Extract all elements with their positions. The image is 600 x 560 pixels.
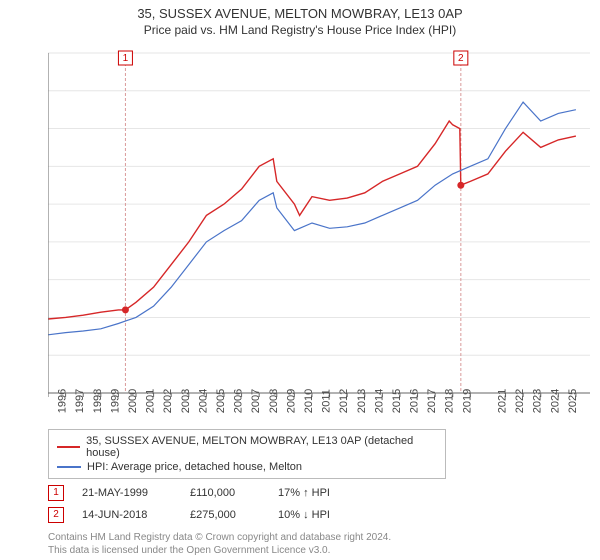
xtick-label: 2023 — [532, 389, 544, 413]
xtick-label: 2022 — [514, 389, 526, 413]
event-row: 2 14-JUN-2018 £275,000 10% ↓ HPI — [48, 501, 600, 523]
xtick-label: 2002 — [162, 389, 174, 413]
xtick-label: 2007 — [250, 389, 262, 413]
footer-line-2: This data is licensed under the Open Gov… — [48, 544, 600, 557]
xtick-label: 2025 — [567, 389, 579, 413]
event-date: 14-JUN-2018 — [82, 509, 172, 521]
xtick-label: 2001 — [145, 389, 157, 413]
xtick-label: 2017 — [426, 389, 438, 413]
xtick-label: 2024 — [549, 389, 561, 413]
xtick-label: 2004 — [197, 389, 209, 413]
event-row: 1 21-MAY-1999 £110,000 17% ↑ HPI — [48, 479, 600, 501]
xtick-label: 2009 — [285, 389, 297, 413]
footer-text: Contains HM Land Registry data © Crown c… — [48, 531, 600, 557]
xtick-label: 1999 — [109, 389, 121, 413]
legend-label: 35, SUSSEX AVENUE, MELTON MOWBRAY, LE13 … — [86, 435, 437, 459]
chart-title: 35, SUSSEX AVENUE, MELTON MOWBRAY, LE13 … — [0, 0, 600, 23]
footer-line-1: Contains HM Land Registry data © Crown c… — [48, 531, 600, 544]
chart-container: 35, SUSSEX AVENUE, MELTON MOWBRAY, LE13 … — [0, 0, 600, 560]
events-block: 1 21-MAY-1999 £110,000 17% ↑ HPI 2 14-JUN-201… — [0, 479, 600, 523]
legend-label: HPI: Average price, detached house, Melt… — [87, 461, 302, 473]
sale-point-marker — [122, 306, 129, 313]
legend-swatch — [57, 446, 80, 448]
event-marker-label: 2 — [458, 53, 464, 64]
event-delta: 17% ↑ HPI — [278, 487, 330, 499]
xtick-label: 2018 — [444, 389, 456, 413]
xtick-label: 2021 — [497, 389, 509, 413]
xtick-label: 2019 — [461, 389, 473, 413]
xtick-label: 2000 — [127, 389, 139, 413]
event-number-box: 2 — [48, 507, 64, 523]
xtick-label: 1998 — [92, 389, 104, 413]
legend-row: HPI: Average price, detached house, Melt… — [57, 460, 437, 474]
chart-plot-area: £0£50K£100K£150K£200K£250K£300K£350K£400… — [48, 43, 590, 423]
chart-subtitle: Price paid vs. HM Land Registry's House … — [0, 23, 600, 43]
legend-row: 35, SUSSEX AVENUE, MELTON MOWBRAY, LE13 … — [57, 434, 437, 460]
xtick-label: 2006 — [233, 389, 245, 413]
event-marker-label: 1 — [123, 53, 129, 64]
event-price: £110,000 — [190, 487, 260, 499]
sale-point-marker — [457, 182, 464, 189]
xtick-label: 2010 — [303, 389, 315, 413]
legend-box: 35, SUSSEX AVENUE, MELTON MOWBRAY, LE13 … — [48, 429, 446, 479]
legend-swatch — [57, 466, 81, 468]
event-number-box: 1 — [48, 485, 64, 501]
xtick-label: 2012 — [338, 389, 350, 413]
series-line — [48, 102, 576, 335]
xtick-label: 1997 — [74, 389, 86, 413]
xtick-label: 2005 — [215, 389, 227, 413]
chart-svg: £0£50K£100K£150K£200K£250K£300K£350K£400… — [48, 43, 590, 423]
xtick-label: 1996 — [57, 389, 69, 413]
xtick-label: 2016 — [409, 389, 421, 413]
xtick-label: 2003 — [180, 389, 192, 413]
event-date: 21-MAY-1999 — [82, 487, 172, 499]
series-line — [48, 121, 576, 319]
xtick-label: 2013 — [356, 389, 368, 413]
event-delta: 10% ↓ HPI — [278, 509, 330, 521]
xtick-label: 2014 — [373, 389, 385, 413]
xtick-label: 2008 — [268, 389, 280, 413]
xtick-label: 2015 — [391, 389, 403, 413]
event-price: £275,000 — [190, 509, 260, 521]
